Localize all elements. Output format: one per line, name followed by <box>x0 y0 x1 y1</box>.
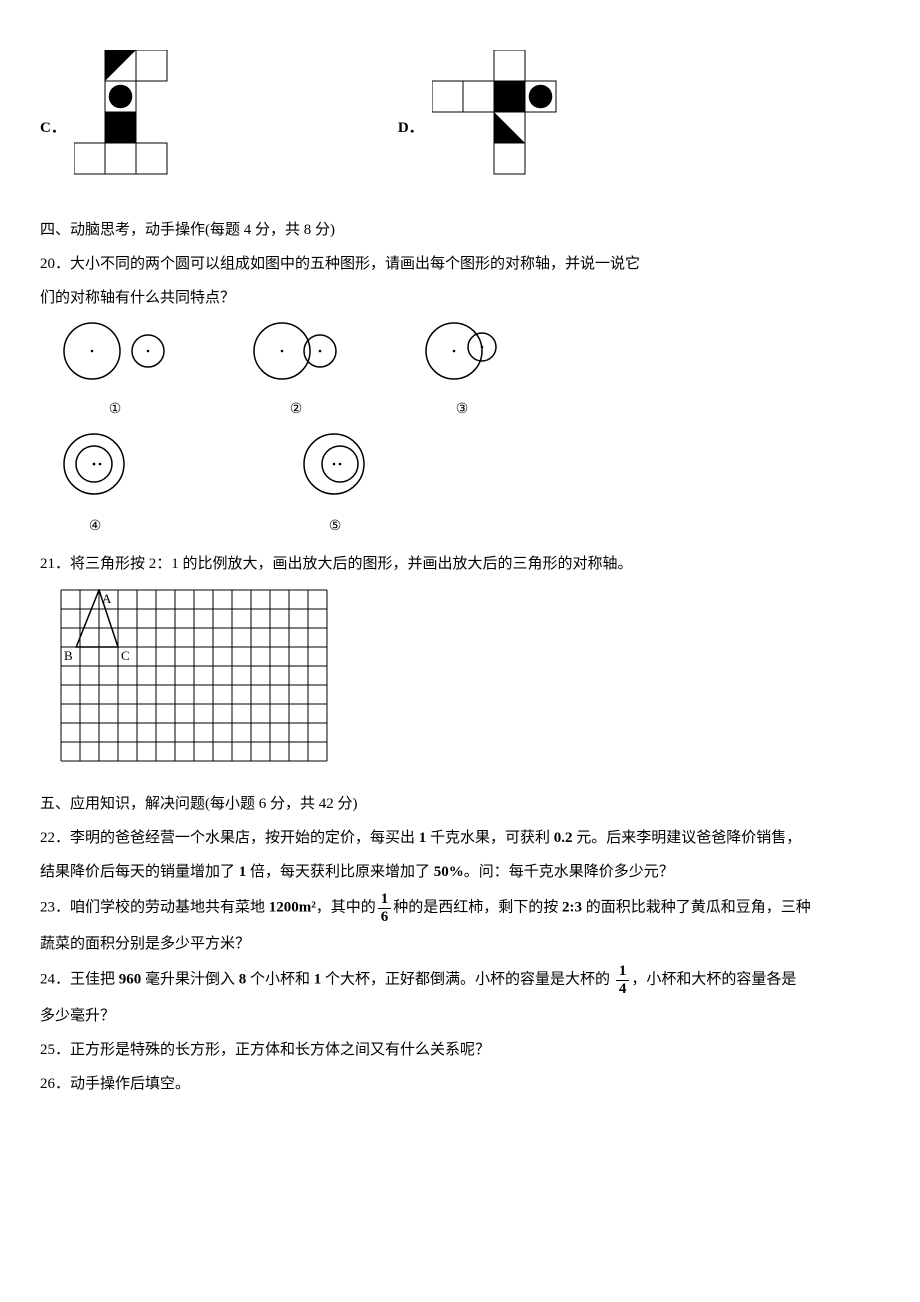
q24-c: 毫升果汁倒入 <box>141 971 239 987</box>
q24-h: ，小杯和大杯的容量各是 <box>631 971 796 987</box>
q22-2d: 50% <box>434 864 464 880</box>
q23-line2: 蔬菜的面积分别是多少平方米？ <box>40 929 880 959</box>
q22-d: 0.2 <box>554 830 573 846</box>
q23-a: 23．咱们学校的劳动基地共有菜地 <box>40 899 269 915</box>
svg-text:B: B <box>64 648 73 663</box>
q23-e: 2:3 <box>562 899 582 915</box>
circle-label-1: ① <box>109 396 122 424</box>
option-c: C． <box>40 50 198 205</box>
circles-row-2: ④ ⑤ <box>60 432 880 541</box>
q25-text: 25．正方形是特殊的长方形，正方体和长方体之间又有什么关系呢？ <box>40 1035 880 1065</box>
option-d-label: D． <box>398 113 424 143</box>
circle-fig-3: ③ <box>422 321 502 424</box>
option-c-label: C． <box>40 113 66 143</box>
q21-text: 21．将三角形按 2：1 的比例放大，画出放大后的图形，并画出放大后的三角形的对… <box>40 549 880 579</box>
option-d-figure <box>432 50 587 205</box>
circle-fig-1: ① <box>60 321 170 424</box>
q22-line1: 22．李明的爸爸经营一个水果店，按开始的定价，每买出 1 千克水果，可获利 0.… <box>40 823 880 853</box>
q24-line1: 24．王佳把 960 毫升果汁倒入 8 个小杯和 1 个大杯，正好都倒满。小杯的… <box>40 963 880 997</box>
q22-line2: 结果降价后每天的销量增加了 1 倍，每天获利比原来增加了 50%。问：每千克水果… <box>40 857 880 887</box>
q22-2c: 倍，每天获利比原来增加了 <box>246 864 434 880</box>
svg-text:C: C <box>121 648 130 663</box>
q22-2e: 。问：每千克水果降价多少元？ <box>464 864 674 880</box>
q23-frac-num: 1 <box>378 891 392 909</box>
circle-fig-4: ④ <box>60 432 130 541</box>
circle-label-3: ③ <box>456 396 469 424</box>
q22-e: 元。后来李明建议爸爸降价销售， <box>573 830 802 846</box>
section4-title: 四、动脑思考，动手操作(每题 4 分，共 8 分) <box>40 215 880 245</box>
q20-line1: 20．大小不同的两个圆可以组成如图中的五种图形，请画出每个图形的对称轴，并说一说… <box>40 249 880 279</box>
options-row: C． D． <box>40 50 880 205</box>
q26-text: 26．动手操作后填空。 <box>40 1069 880 1099</box>
q23-f: 的面积比栽种了黄瓜和豆角，三种 <box>582 899 811 915</box>
q23-d: 种的是西红柿，剩下的按 <box>393 899 562 915</box>
circle-label-5: ⑤ <box>329 513 342 541</box>
q22-2a: 结果降价后每天的销量增加了 <box>40 864 239 880</box>
q24-frac: 14 <box>616 963 630 997</box>
q24-a: 24．王佳把 <box>40 971 119 987</box>
q24-e: 个小杯和 <box>246 971 314 987</box>
q20-line2: 们的对称轴有什么共同特点？ <box>40 283 880 313</box>
section5-title: 五、应用知识，解决问题(每小题 6 分，共 42 分) <box>40 789 880 819</box>
circle-label-2: ② <box>290 396 303 424</box>
q24-line2: 多少毫升？ <box>40 1001 880 1031</box>
q24-frac-num: 1 <box>616 963 630 981</box>
q23-frac-den: 6 <box>378 909 392 926</box>
circles-row-1: ① ② ③ <box>60 321 880 424</box>
q23-c: ，其中的 <box>316 899 376 915</box>
circle-label-4: ④ <box>89 513 102 541</box>
q24-frac-den: 4 <box>616 981 630 998</box>
q24-g: 个大杯，正好都倒满。小杯的容量是大杯的 <box>321 971 614 987</box>
grid-figure: A B C <box>60 589 880 773</box>
option-d: D． <box>398 50 587 205</box>
q24-b: 960 <box>119 971 142 987</box>
q23-b: 1200m² <box>269 899 316 915</box>
circle-fig-5: ⑤ <box>300 432 370 541</box>
option-c-figure <box>74 50 198 205</box>
circle-fig-2: ② <box>250 321 342 424</box>
q22-a: 22．李明的爸爸经营一个水果店，按开始的定价，每买出 <box>40 830 419 846</box>
svg-text:A: A <box>102 591 112 606</box>
q23-frac: 16 <box>378 891 392 925</box>
q22-c: 千克水果，可获利 <box>426 830 554 846</box>
q23-line1: 23．咱们学校的劳动基地共有菜地 1200m²，其中的16种的是西红柿，剩下的按… <box>40 891 880 925</box>
